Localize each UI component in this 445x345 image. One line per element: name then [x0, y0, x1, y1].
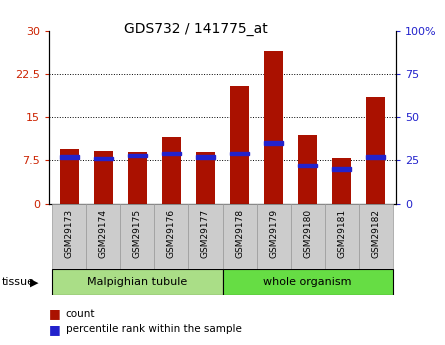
Bar	[264, 141, 283, 145]
Text: ■: ■	[49, 307, 61, 321]
Bar	[86, 204, 121, 269]
Bar	[366, 155, 385, 159]
Bar	[291, 204, 324, 269]
Bar	[222, 204, 256, 269]
Bar	[196, 155, 215, 159]
Bar	[298, 135, 317, 204]
Text: GSM29174: GSM29174	[99, 209, 108, 258]
Bar	[264, 51, 283, 204]
Text: ■: ■	[49, 323, 61, 336]
Bar	[366, 97, 385, 204]
Bar	[60, 149, 79, 204]
Bar	[324, 204, 359, 269]
Text: GSM29173: GSM29173	[65, 209, 74, 258]
Bar	[128, 152, 147, 204]
Text: whole organism: whole organism	[263, 277, 352, 287]
Text: GSM29180: GSM29180	[303, 209, 312, 258]
Text: percentile rank within the sample: percentile rank within the sample	[66, 325, 242, 334]
Text: GSM29182: GSM29182	[371, 209, 380, 258]
Bar	[128, 154, 147, 157]
Bar	[189, 204, 222, 269]
Text: GDS732 / 141775_at: GDS732 / 141775_at	[124, 22, 268, 37]
Text: GSM29175: GSM29175	[133, 209, 142, 258]
Bar	[256, 204, 291, 269]
Bar	[230, 86, 249, 204]
Text: Malpighian tubule: Malpighian tubule	[87, 277, 187, 287]
Text: GSM29181: GSM29181	[337, 209, 346, 258]
Bar	[53, 204, 86, 269]
Bar	[332, 158, 351, 204]
Bar	[94, 157, 113, 160]
Bar	[60, 155, 79, 159]
Bar	[53, 269, 222, 295]
Text: tissue: tissue	[2, 277, 35, 287]
Bar	[222, 269, 392, 295]
Bar	[94, 151, 113, 204]
Text: GSM29179: GSM29179	[269, 209, 278, 258]
Bar	[359, 204, 392, 269]
Text: ▶: ▶	[30, 277, 39, 287]
Bar	[196, 152, 215, 204]
Bar	[162, 137, 181, 204]
Bar	[298, 164, 317, 167]
Bar	[230, 152, 249, 155]
Bar	[332, 167, 351, 171]
Bar	[154, 204, 189, 269]
Bar	[162, 152, 181, 155]
Text: GSM29178: GSM29178	[235, 209, 244, 258]
Bar	[121, 204, 154, 269]
Text: count: count	[66, 309, 95, 319]
Text: GSM29176: GSM29176	[167, 209, 176, 258]
Text: GSM29177: GSM29177	[201, 209, 210, 258]
